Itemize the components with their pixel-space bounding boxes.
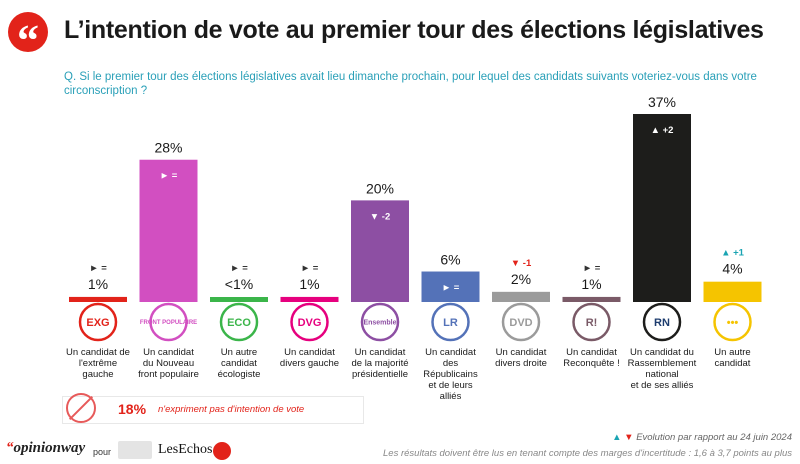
no-intention-pct: 18%	[118, 401, 147, 417]
party-logo	[78, 302, 118, 342]
evolution-label: ▼ -2	[370, 211, 391, 222]
category-label: présidentielle	[352, 369, 408, 380]
bar	[139, 159, 198, 302]
value-label: 20%	[366, 180, 394, 196]
value-label: 1%	[581, 276, 601, 292]
evolution-label: ▼ -1	[511, 258, 532, 269]
category-label: Un candidat du	[630, 347, 694, 358]
category-label: front populaire	[138, 369, 199, 380]
category-label: du Nouveau	[143, 358, 194, 369]
category-label: alliés	[440, 391, 462, 402]
category-label: Un candidat	[425, 347, 476, 358]
bar	[492, 291, 550, 302]
no-intention-text: n'expriment pas d'intention de vote	[158, 404, 305, 415]
evolution-label: ▲ +2	[651, 125, 674, 136]
category-label: l'extrême	[79, 358, 117, 369]
party-logo-text: DVG	[298, 317, 322, 329]
category-label: divers droite	[495, 358, 547, 369]
evolution-label: ▲ +1	[721, 248, 745, 259]
lesechos-logo: LesEchos	[158, 442, 213, 457]
no-vote-icon	[66, 393, 96, 423]
category-label: de la majorité	[351, 358, 408, 369]
value-label: 2%	[511, 271, 531, 287]
evolution-legend: ▲ ▼ Evolution par rapport au 24 juin 202…	[612, 432, 792, 443]
evolution-label: ► =	[583, 263, 601, 274]
category-label: divers gauche	[280, 358, 339, 369]
category-label: Un candidat	[566, 347, 617, 358]
up-arrow-icon: ▲	[612, 432, 622, 443]
party-logo	[713, 302, 752, 342]
category-label: Un candidat	[496, 347, 547, 358]
category-label: et de leurs	[428, 380, 473, 391]
party-logo	[360, 302, 400, 342]
category-label: Un candidat	[143, 347, 194, 358]
bar	[210, 297, 268, 302]
party-logo-text: •••	[727, 317, 739, 329]
value-label: 6%	[440, 252, 460, 268]
category-label: Un autre	[714, 347, 750, 358]
margin-note: Les résultats doivent être lus en tenant…	[383, 448, 792, 459]
party-logo-text: RN	[654, 317, 670, 329]
no-intention-box	[62, 396, 364, 424]
party-logo-text: DVD	[509, 317, 532, 329]
party-logo	[431, 302, 470, 342]
value-label: <1%	[225, 276, 253, 292]
opinionway-logo: “opinionway	[6, 440, 86, 456]
party-logo-text: LR	[443, 317, 458, 329]
category-label: Républicains	[423, 369, 478, 380]
category-label: candidat	[715, 358, 751, 369]
category-label: Un candidat de	[66, 347, 130, 358]
category-label: gauche	[82, 369, 113, 380]
pour-label: pour	[93, 447, 112, 457]
category-label: Reconquête !	[563, 358, 620, 369]
value-label: 4%	[722, 261, 742, 277]
bar	[69, 296, 127, 302]
bar	[703, 281, 762, 302]
partner-logo-placeholder	[118, 441, 152, 459]
party-logo	[572, 302, 611, 342]
category-label: candidat	[221, 358, 257, 369]
evolution-label: ► =	[301, 263, 319, 274]
survey-question: Q. Si le premier tour des élections légi…	[64, 71, 757, 97]
category-label: des	[443, 358, 459, 369]
radio-logo	[213, 442, 231, 460]
bar	[633, 114, 691, 302]
value-label: 28%	[154, 140, 182, 156]
value-label: 37%	[648, 94, 676, 110]
bar	[280, 296, 339, 302]
category-label: et de ses alliés	[631, 380, 694, 391]
evolution-label: ► =	[442, 283, 460, 294]
evolution-label: ► =	[89, 263, 107, 274]
party-logo-text: R!	[586, 317, 598, 329]
category-label: Un autre	[221, 347, 257, 358]
party-logo-text: EXG	[86, 317, 109, 329]
party-logo	[501, 302, 541, 342]
category-label: Un candidat	[355, 347, 406, 358]
party-logo	[149, 302, 188, 342]
evolution-label: ► =	[230, 263, 248, 274]
page-title: L’intention de vote au premier tour des …	[64, 16, 764, 44]
party-logo-text: Ensemble	[363, 320, 396, 327]
bar	[351, 200, 409, 302]
down-arrow-icon: ▼	[624, 432, 634, 443]
category-label: Un candidat	[284, 347, 335, 358]
party-logo	[219, 302, 259, 342]
party-logo	[642, 302, 682, 342]
category-label: national	[645, 369, 678, 380]
category-label: Rassemblement	[628, 358, 697, 369]
bar	[421, 271, 480, 302]
bar	[562, 296, 621, 302]
party-logo-text: FRONT POPULAIRE	[140, 320, 197, 326]
value-label: 1%	[299, 276, 319, 292]
party-logo	[290, 302, 329, 342]
value-label: 1%	[88, 276, 108, 292]
evolution-label: ► =	[160, 171, 178, 182]
party-logo-text: ECO	[227, 317, 251, 329]
category-label: écologiste	[218, 369, 261, 380]
